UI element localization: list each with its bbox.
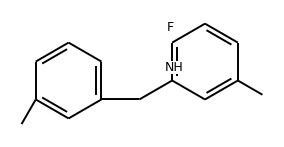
Text: NH: NH bbox=[165, 61, 183, 74]
Text: F: F bbox=[167, 21, 174, 34]
